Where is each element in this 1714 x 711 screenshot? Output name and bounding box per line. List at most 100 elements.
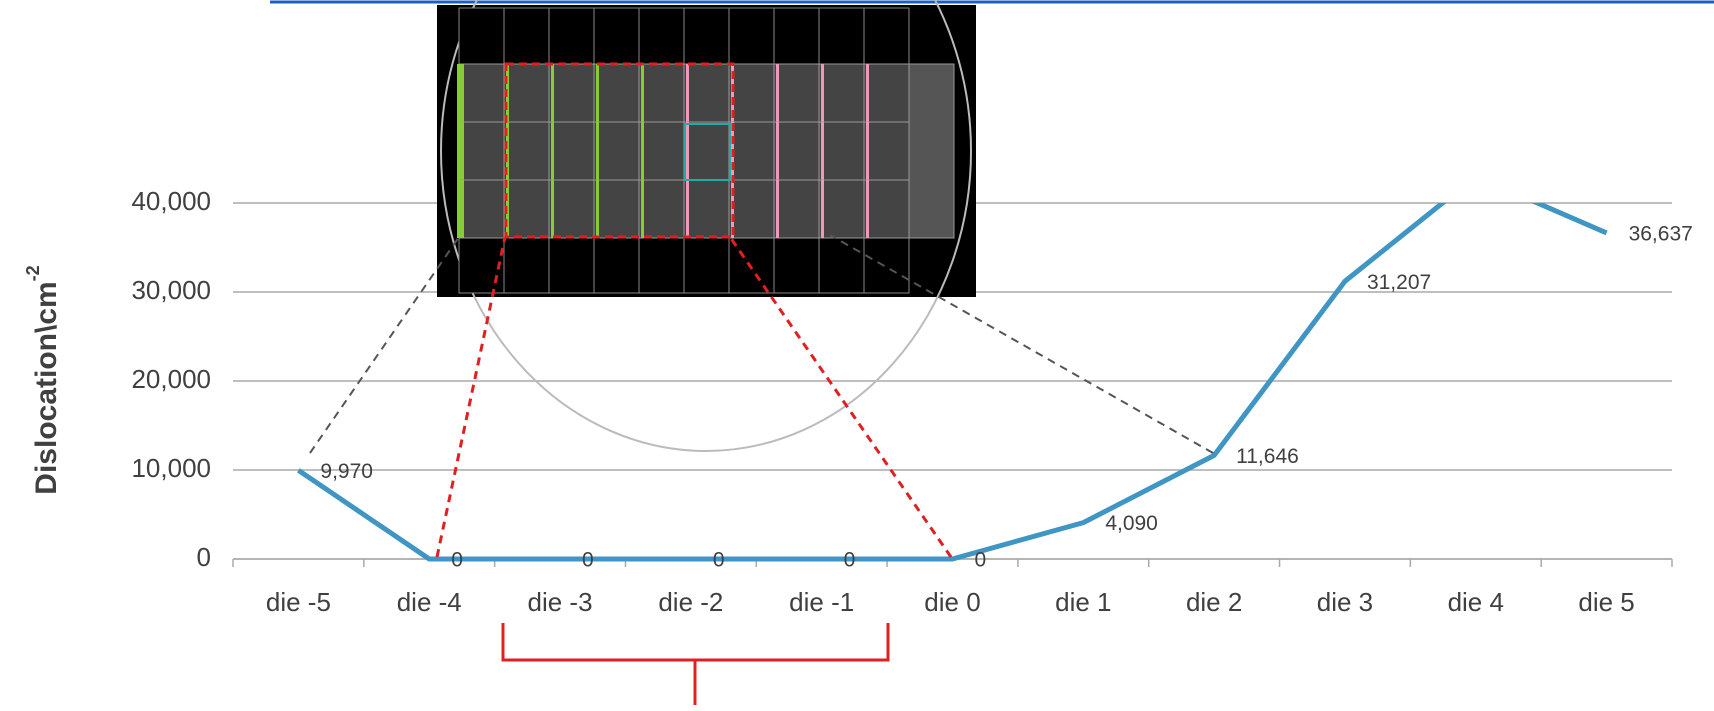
defect-stripe: [866, 122, 869, 180]
defect-stripe: [461, 180, 464, 238]
y-axis-title: Dislocation\cm-2: [23, 265, 63, 494]
wafer-die: [819, 64, 864, 122]
y-tick-label: 40,000: [131, 186, 211, 216]
wafer-die: [774, 8, 819, 64]
x-tick-label: die 2: [1186, 587, 1242, 617]
data-label: 9,970: [320, 460, 373, 483]
wafer-die: [549, 180, 594, 238]
wafer-die: [864, 237, 909, 293]
data-label: 4,090: [1105, 512, 1158, 535]
wafer-die: [639, 64, 684, 122]
data-label: 0: [844, 549, 856, 572]
wafer-die: [459, 8, 504, 64]
defect-stripe: [776, 122, 779, 180]
x-tick-label: die 5: [1578, 587, 1634, 617]
wafer-die: [819, 122, 864, 180]
data-label: 11,646: [1236, 445, 1299, 468]
wafer-die: [864, 64, 909, 122]
wafer-die: [549, 64, 594, 122]
data-label: 0: [582, 549, 594, 572]
wafer-die: [729, 180, 774, 238]
wafer-die: [819, 180, 864, 238]
data-label: 36,637: [1629, 222, 1693, 245]
wafer-die: [684, 64, 729, 122]
wafer-die: [549, 122, 594, 180]
wafer-die: [639, 122, 684, 180]
wafer-die: [864, 122, 909, 180]
wafer-die: [774, 237, 819, 293]
wafer-die: [459, 237, 504, 293]
x-tick-label: die -3: [528, 587, 593, 617]
x-tick-label: die -1: [789, 587, 854, 617]
defect-stripe: [821, 180, 824, 238]
wafer-die: [729, 8, 774, 64]
y-axis-superscript: -2: [23, 265, 43, 281]
wafer-die: [594, 180, 639, 238]
chart: 010,00020,00030,00040,000die -5die -4die…: [0, 0, 1714, 711]
defect-stripe: [776, 180, 779, 238]
wafer-die: [504, 8, 549, 64]
wafer-die: [639, 8, 684, 64]
defect-stripe: [461, 122, 464, 180]
wafer-die: [549, 8, 594, 64]
x-tick-label: die 3: [1317, 587, 1373, 617]
wafer-die: [594, 8, 639, 64]
x-tick-label: die -2: [658, 587, 723, 617]
data-label: 0: [713, 549, 725, 572]
defect-stripe: [551, 64, 554, 122]
wafer-die: [684, 122, 729, 180]
defect-stripe: [686, 122, 689, 180]
wafer-die: [549, 237, 594, 293]
x-tick-label: die 0: [924, 587, 980, 617]
wafer-die: [504, 64, 549, 122]
wafer-die: [594, 64, 639, 122]
wafer-die: [504, 237, 549, 293]
wafer-die: [594, 237, 639, 293]
wafer-die: [457, 64, 461, 238]
wafer-die: [459, 64, 504, 122]
wafer-die: [684, 180, 729, 238]
wafer-die: [909, 64, 954, 238]
defect-stripe: [641, 64, 644, 122]
wafer-die: [594, 122, 639, 180]
defect-stripe: [686, 64, 689, 122]
wafer-die: [639, 237, 684, 293]
wafer-die: [729, 64, 774, 122]
defect-stripe: [821, 122, 824, 180]
y-tick-label: 30,000: [131, 275, 211, 305]
y-tick-label: 0: [197, 542, 211, 572]
y-tick-label: 10,000: [131, 453, 211, 483]
defect-stripe: [686, 180, 689, 238]
wafer-die: [864, 180, 909, 238]
defect-stripe: [821, 64, 824, 122]
x-tick-label: die 4: [1448, 587, 1504, 617]
defect-stripe: [776, 64, 779, 122]
wafer-map-image: [437, 0, 976, 451]
data-label: 0: [975, 549, 987, 572]
x-tick-label: die 1: [1055, 587, 1111, 617]
wafer-die: [774, 64, 819, 122]
x-tick-label: die -4: [397, 587, 462, 617]
wafer-die: [639, 180, 684, 238]
wafer-die: [864, 8, 909, 64]
defect-stripe: [461, 64, 464, 122]
x-tick-label: die -5: [266, 587, 331, 617]
data-label: 31,207: [1367, 271, 1431, 294]
defect-stripe: [551, 180, 554, 238]
defect-stripe: [866, 64, 869, 122]
wafer-die: [504, 122, 549, 180]
defect-stripe: [596, 122, 599, 180]
defect-stripe: [866, 180, 869, 238]
wafer-die: [459, 122, 504, 180]
defect-stripe: [641, 180, 644, 238]
defect-stripe: [641, 122, 644, 180]
wafer-die: [459, 180, 504, 238]
wafer-die: [684, 237, 729, 293]
defect-stripe: [551, 122, 554, 180]
y-axis-label: Dislocation\cm: [30, 281, 63, 494]
wafer-die: [504, 180, 549, 238]
wafer-die: [819, 237, 864, 293]
wafer-die: [774, 180, 819, 238]
wafer-die: [729, 122, 774, 180]
wafer-die: [819, 8, 864, 64]
